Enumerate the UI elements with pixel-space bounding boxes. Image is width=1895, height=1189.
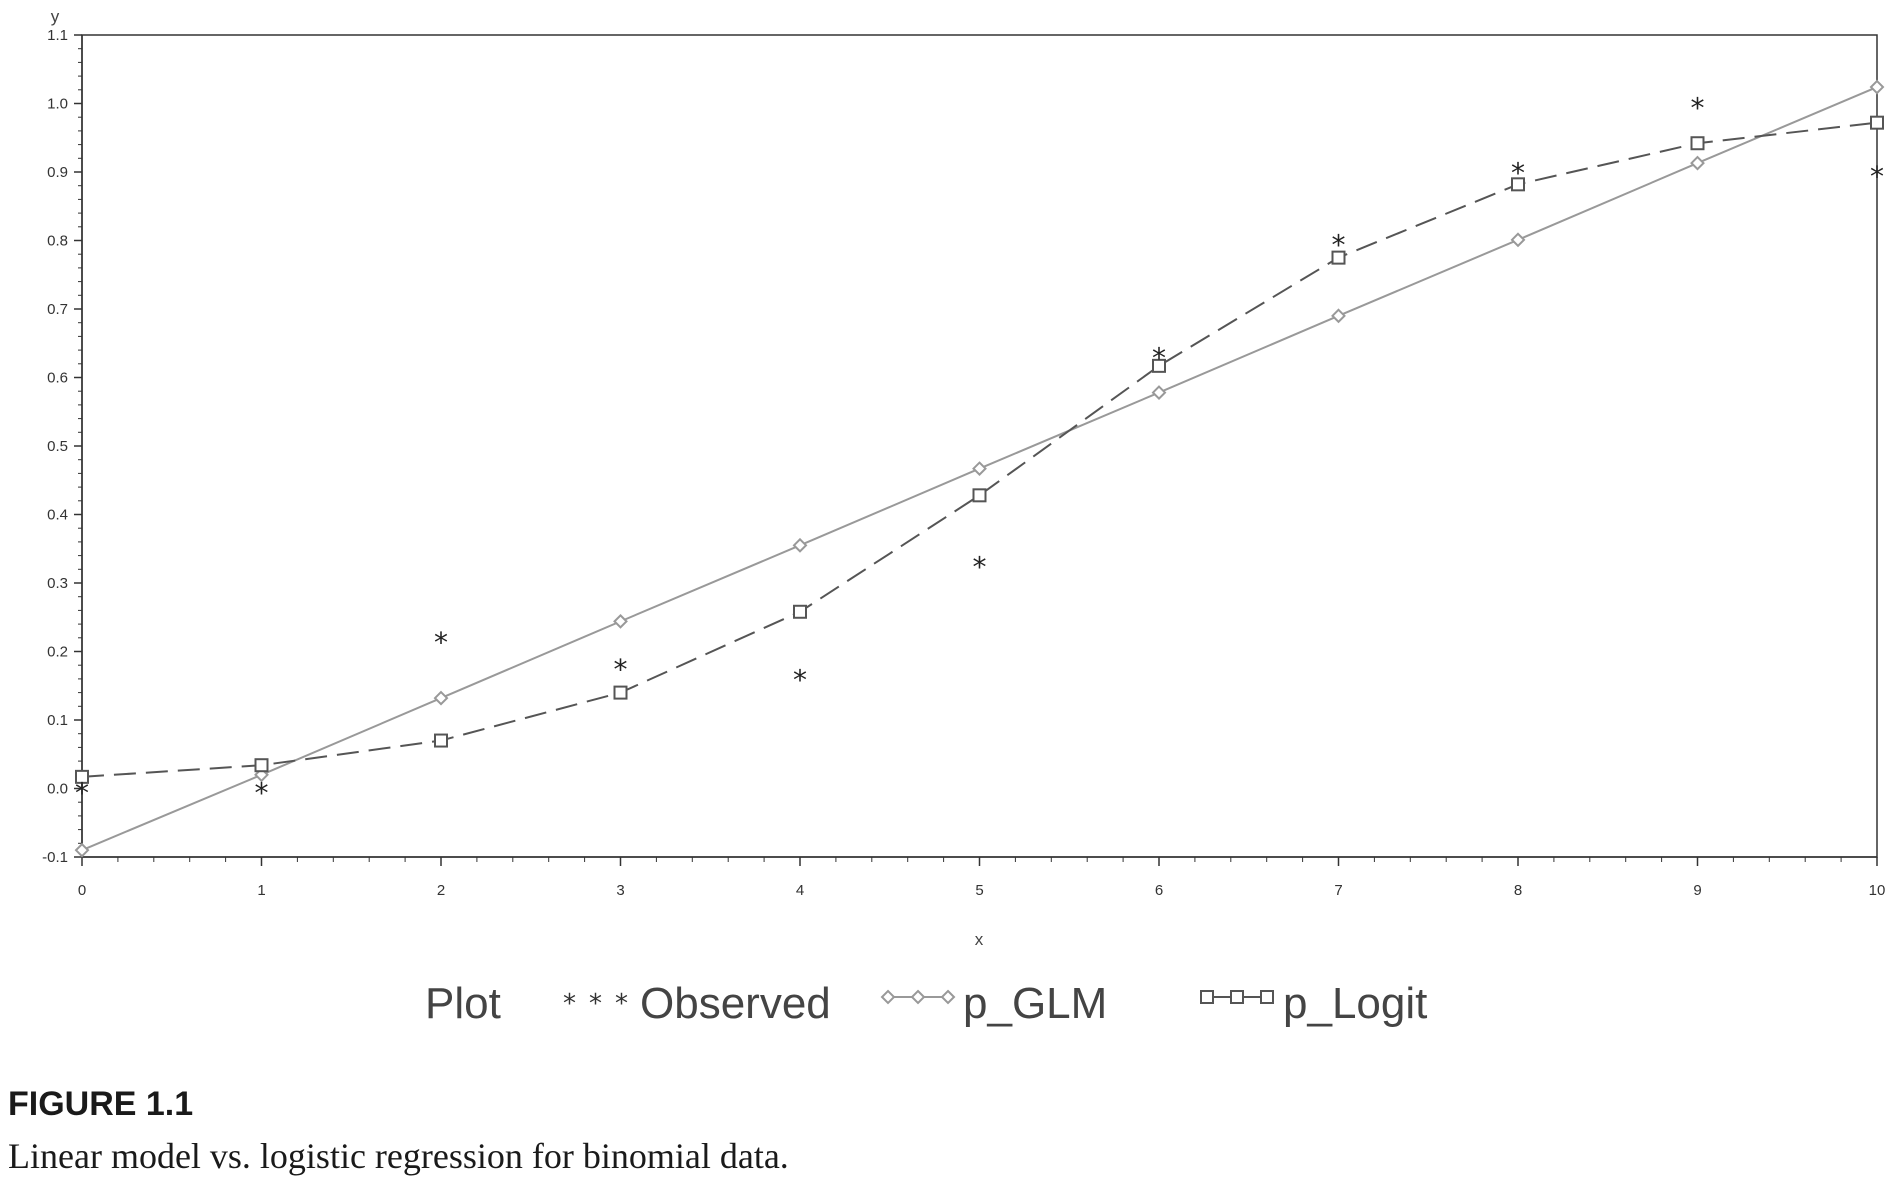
point-p-logit xyxy=(1152,358,1166,373)
y-tick-label: 0.7 xyxy=(47,301,68,318)
point-observed: * xyxy=(973,550,987,583)
legend: Plot * * * Observed p_GLM p_Logit xyxy=(425,979,1427,1028)
y-tick-label: 0.5 xyxy=(47,438,68,455)
figure-label: FIGURE 1.1 xyxy=(8,1085,194,1123)
figure-caption: Linear model vs. logistic regression for… xyxy=(8,1136,789,1176)
point-observed: * xyxy=(75,777,89,810)
point-observed: * xyxy=(434,626,448,659)
y-tick-label: 0.8 xyxy=(47,233,68,250)
point-observed: * xyxy=(255,777,269,810)
x-tick-label: 0 xyxy=(78,882,86,899)
x-axis-title: x xyxy=(975,930,984,949)
x-tick-label: 9 xyxy=(1693,882,1701,899)
chart: -0.1 0.0 0.1 0.2 0.3 0.4 0.5 0.6 0.7 0.8 0.9 1.0 1.1… xyxy=(42,7,1886,1028)
point-observed: * xyxy=(1152,342,1166,375)
point-p-glm xyxy=(74,842,90,858)
svg-text:*: * xyxy=(563,989,576,1019)
point-p-logit xyxy=(613,685,628,700)
legend-glm-label: p_GLM xyxy=(963,979,1107,1028)
x-tick-label: 10 xyxy=(1869,882,1886,899)
point-p-logit xyxy=(1870,115,1884,130)
y-tick-label: 0.1 xyxy=(47,712,68,729)
point-observed: * xyxy=(614,653,628,686)
legend-title: Plot xyxy=(425,979,501,1028)
y-tick-label: 1.1 xyxy=(47,27,68,44)
series-line-p-logit xyxy=(81,121,1878,778)
x-tick-label: 1 xyxy=(257,882,265,899)
point-p-logit xyxy=(254,758,269,773)
point-p-glm xyxy=(1690,155,1705,171)
y-tick-label: 0.3 xyxy=(47,575,68,592)
y-tick-label: 0.0 xyxy=(47,781,68,798)
point-observed: * xyxy=(1691,92,1705,125)
y-axis: -0.1 0.0 0.1 0.2 0.3 0.4 0.5 0.6 0.7 0.8 0.9 1.0 1.1 xyxy=(42,27,83,866)
y-axis-title: y xyxy=(51,7,60,26)
y-tick-label: -0.1 xyxy=(42,849,68,866)
point-p-glm xyxy=(1331,308,1346,324)
legend-observed-label: Observed xyxy=(640,979,831,1028)
point-p-glm xyxy=(613,613,628,629)
y-tick-label: 1.0 xyxy=(47,96,68,113)
point-observed: * xyxy=(793,663,807,696)
y-tick-label: 0.4 xyxy=(47,507,68,524)
point-p-logit xyxy=(793,604,807,619)
point-p-logit xyxy=(434,733,448,748)
point-p-logit xyxy=(972,488,987,503)
legend-logit-marker xyxy=(1200,990,1274,1004)
point-observed: * xyxy=(1332,229,1346,262)
point-p-glm xyxy=(792,537,808,553)
x-axis: 0 1 2 3 4 5 6 7 8 9 10 xyxy=(78,856,1886,899)
point-p-logit xyxy=(1511,177,1525,192)
legend-glm-marker xyxy=(880,989,956,1005)
point-p-logit xyxy=(1690,136,1705,151)
point-observed: * xyxy=(1511,157,1525,190)
legend-logit-label: p_Logit xyxy=(1283,979,1427,1028)
point-p-glm xyxy=(1510,232,1526,248)
point-p-logit xyxy=(1331,250,1346,265)
x-tick-label: 3 xyxy=(616,882,624,899)
x-tick-label: 8 xyxy=(1514,882,1522,899)
svg-text:*: * xyxy=(615,989,628,1019)
x-tick-label: 6 xyxy=(1155,882,1163,899)
y-tick-label: 0.6 xyxy=(47,370,68,387)
plot-frame xyxy=(81,34,1878,858)
series-layer: * * * * * * * * * * * xyxy=(74,79,1885,858)
y-tick-label: 0.9 xyxy=(47,164,68,181)
legend-observed-marker: * * * xyxy=(563,989,628,1019)
point-p-glm xyxy=(1869,79,1885,95)
point-p-logit xyxy=(75,769,89,784)
svg-text:*: * xyxy=(589,989,602,1019)
point-p-glm xyxy=(1151,385,1167,400)
x-tick-label: 4 xyxy=(796,882,804,899)
x-tick-label: 2 xyxy=(437,882,445,899)
point-p-glm xyxy=(972,461,987,477)
y-tick-label: 0.2 xyxy=(47,644,68,661)
point-p-glm xyxy=(433,690,449,706)
x-tick-label: 5 xyxy=(975,882,983,899)
x-tick-label: 7 xyxy=(1334,882,1342,899)
point-observed: * xyxy=(1870,160,1884,193)
